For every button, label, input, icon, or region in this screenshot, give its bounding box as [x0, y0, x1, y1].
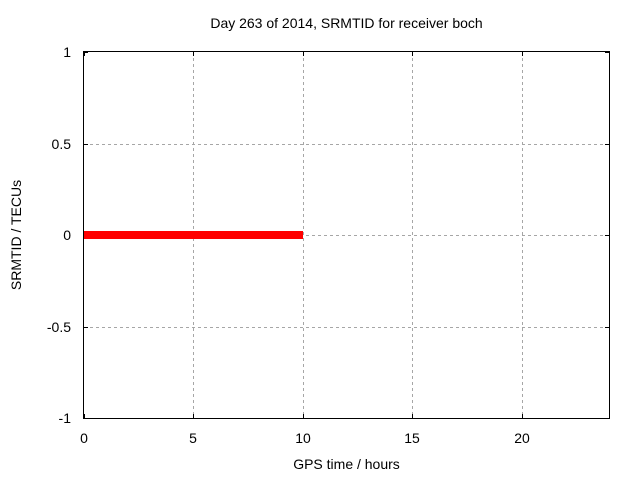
x-tick-label: 0	[80, 430, 88, 446]
y-gridline	[84, 144, 609, 145]
x-tick-mark	[84, 52, 85, 56]
x-tick-mark	[193, 52, 194, 56]
y-tick-mark	[605, 418, 609, 419]
y-gridline	[84, 327, 609, 328]
x-tick-label: 15	[404, 430, 420, 446]
x-tick-mark	[412, 414, 413, 418]
y-tick-mark	[605, 235, 609, 236]
y-tick-label: -1	[58, 410, 71, 426]
data-series-line	[84, 231, 303, 239]
y-tick-mark	[605, 52, 609, 53]
y-tick-label: 0	[63, 227, 71, 243]
x-tick-mark	[84, 414, 85, 418]
y-tick-mark	[605, 144, 609, 145]
x-tick-mark	[412, 52, 413, 56]
x-tick-mark	[193, 414, 194, 418]
y-tick-mark	[84, 418, 88, 419]
x-tick-mark	[522, 52, 523, 56]
x-tick-mark	[303, 52, 304, 56]
y-tick-mark	[84, 327, 88, 328]
x-tick-mark	[303, 414, 304, 418]
x-tick-mark	[522, 414, 523, 418]
plot-area	[83, 51, 610, 419]
y-tick-label: -0.5	[46, 319, 71, 335]
y-tick-mark	[84, 52, 88, 53]
y-tick-label: 1	[63, 44, 71, 60]
x-tick-label: 20	[514, 430, 530, 446]
x-tick-label: 5	[189, 430, 197, 446]
x-tick-label: 10	[295, 430, 311, 446]
y-tick-label: 0.5	[51, 136, 71, 152]
y-gridline	[84, 235, 609, 236]
x-axis-label: GPS time / hours	[293, 456, 400, 472]
chart-title: Day 263 of 2014, SRMTID for receiver boc…	[210, 15, 483, 31]
y-tick-mark	[605, 327, 609, 328]
y-tick-mark	[84, 144, 88, 145]
